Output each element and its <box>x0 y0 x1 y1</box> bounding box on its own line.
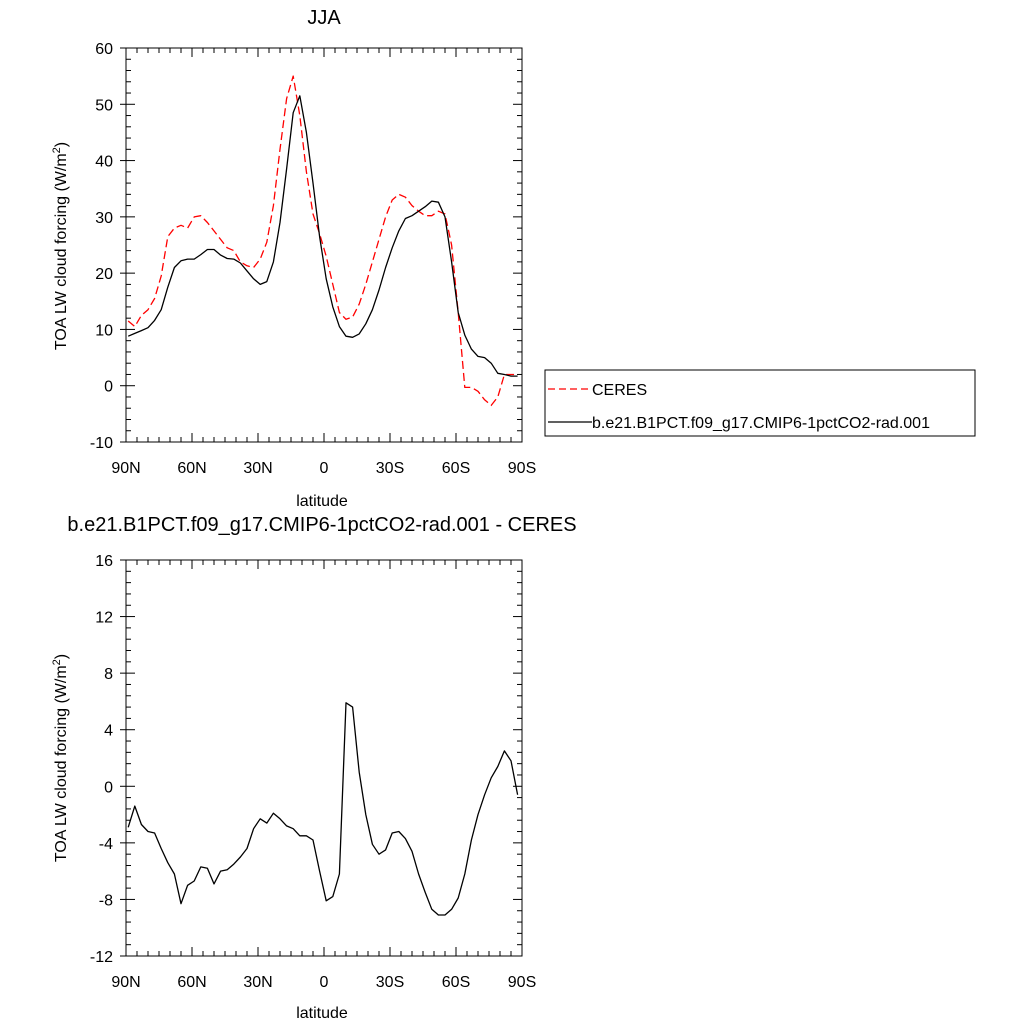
y-tick-label: 40 <box>95 154 113 171</box>
plot-frame <box>125 47 523 443</box>
x-tick-label: 60N <box>177 974 206 991</box>
x-tick-label: 90N <box>111 460 140 477</box>
y-tick-label: 8 <box>104 666 113 683</box>
x-tick-label: 30S <box>376 460 404 477</box>
y-tick-label: 16 <box>95 553 113 570</box>
x-tick-label: 0 <box>320 460 329 477</box>
series-layer <box>127 75 518 407</box>
legend-box <box>544 369 976 437</box>
y-tick-label: 0 <box>104 379 113 396</box>
y-tick-label: -4 <box>99 836 113 853</box>
y-tick-label: -10 <box>90 435 113 452</box>
x-axis-label: latitude <box>296 1005 348 1022</box>
x-tick-label: 90S <box>508 974 536 991</box>
x-axis-label: latitude <box>296 493 348 510</box>
y-tick-label: 4 <box>104 723 113 740</box>
series-line-0 <box>127 75 518 407</box>
x-tick-label: 90N <box>111 974 140 991</box>
y-tick-label: -8 <box>99 892 113 909</box>
axis-layer: 90N 60N 30N 0 30S 60S 90S -10 0 10 20 30 40 50 60 <box>90 41 536 477</box>
x-tick-label: 60S <box>442 974 470 991</box>
climatology-panel: JJA 90N 60N 30N 0 30S 60S 90S-100102030405060 … <box>51 7 536 510</box>
x-tick-label: 60N <box>177 460 206 477</box>
y-axis-label: TOA LW cloud forcing (W/m2) <box>51 654 70 862</box>
series-layer <box>127 702 519 916</box>
x-tick-label: 90S <box>508 460 536 477</box>
x-tick-label: 0 <box>320 974 329 991</box>
y-tick-label: -12 <box>90 949 113 966</box>
y-tick-label: 50 <box>95 97 113 114</box>
y-tick-label: 12 <box>95 610 113 627</box>
x-tick-label: 30N <box>243 460 272 477</box>
y-tick-label: 0 <box>104 779 113 796</box>
y-tick-label: 20 <box>95 266 113 283</box>
series-line-0 <box>127 702 519 916</box>
panel-title: JJA <box>307 7 341 29</box>
panel-title: b.e21.B1PCT.f09_g17.CMIP6-1pctCO2-rad.00… <box>67 514 576 536</box>
series-line-1 <box>127 95 518 377</box>
legend-label-ceres: CERES <box>592 382 647 399</box>
y-axis-label: TOA LW cloud forcing (W/m2) <box>51 142 70 350</box>
x-tick-label: 30S <box>376 974 404 991</box>
legend: CERES b.e21.B1PCT.f09_g17.CMIP6-1pctCO2-… <box>544 369 976 437</box>
legend-label-model: b.e21.B1PCT.f09_g17.CMIP6-1pctCO2-rad.00… <box>592 415 930 432</box>
plot-frame <box>125 559 523 957</box>
difference-panel: b.e21.B1PCT.f09_g17.CMIP6-1pctCO2-rad.00… <box>51 514 577 1022</box>
x-tick-label: 30N <box>243 974 272 991</box>
y-tick-label: 30 <box>95 210 113 227</box>
x-tick-label: 60S <box>442 460 470 477</box>
y-tick-label: 60 <box>95 41 113 58</box>
axis-layer: 90N 60N 30N 0 30S 60S 90S -12 -8 -4 0 4 8 12 16 <box>90 553 536 991</box>
y-tick-label: 10 <box>95 322 113 339</box>
